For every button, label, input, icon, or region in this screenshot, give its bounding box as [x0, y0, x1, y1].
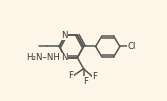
Text: F: F: [93, 72, 98, 81]
Text: Cl: Cl: [128, 42, 136, 51]
Text: F: F: [68, 71, 73, 80]
Text: N: N: [62, 31, 68, 40]
Text: N: N: [62, 53, 68, 62]
Text: F: F: [84, 77, 89, 86]
Text: H₂N–NH: H₂N–NH: [26, 53, 60, 62]
